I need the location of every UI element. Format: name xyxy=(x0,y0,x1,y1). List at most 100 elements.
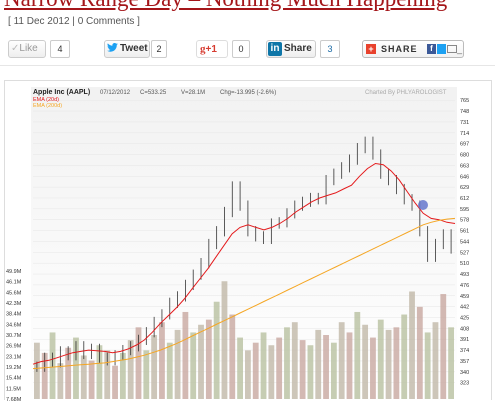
volume-bar xyxy=(198,324,204,399)
tweet-count: 2 xyxy=(151,40,167,58)
volume-bar xyxy=(166,342,173,399)
volume-bar xyxy=(88,360,95,399)
volume-bar xyxy=(213,301,220,399)
like-button[interactable]: ✓Like xyxy=(8,40,46,58)
meta-open-bracket: [ xyxy=(8,16,14,27)
volume-bar xyxy=(119,352,126,399)
price-tick-label: 697 xyxy=(460,142,469,148)
volume-bar xyxy=(276,337,283,399)
volume-bar xyxy=(315,329,322,399)
volume-bar xyxy=(323,335,329,399)
volume-bar xyxy=(190,332,197,399)
volume-bar xyxy=(96,345,103,399)
volume-bar xyxy=(57,363,64,399)
linkedin-share-button[interactable]: in Share xyxy=(266,40,316,58)
price-tick-label: 476 xyxy=(460,283,469,289)
volume-bar xyxy=(41,352,48,399)
volume-bar xyxy=(284,327,290,399)
volume-tick-label: 45.6M xyxy=(6,290,22,296)
volume-bar xyxy=(229,314,236,399)
volume-bar xyxy=(401,314,408,399)
volume-tick-label: 30.7M xyxy=(6,333,22,339)
share-bar: ✓Like 4 Tweet 2 g+1 0 in Share 3 + SHARE … xyxy=(0,38,495,60)
facebook-icon: f xyxy=(427,44,436,54)
volume-bar xyxy=(73,337,79,399)
price-tick-label: 323 xyxy=(460,381,469,387)
price-chart: 765 748 731 714 697 680 663 646 629 612 595 578 561 5… xyxy=(6,87,469,401)
price-axis: 765 748 731 714 697 680 663 646 629 612 595 578 561 5… xyxy=(460,98,469,386)
checkmark-icon: ✓ xyxy=(11,43,20,54)
volume-bar xyxy=(174,329,181,399)
price-tick-label: 391 xyxy=(460,337,469,343)
price-tick-label: 340 xyxy=(460,370,469,376)
volume-bar xyxy=(354,311,361,399)
volume-bar xyxy=(291,322,298,399)
price-tick-label: 731 xyxy=(460,120,469,126)
volume-bar xyxy=(440,294,447,399)
sharethis-plus-icon: + xyxy=(366,44,376,54)
volume-tick-label: 34.6M xyxy=(6,322,22,328)
gplus-button[interactable]: g+1 xyxy=(196,40,228,58)
volume-bar xyxy=(127,340,134,399)
meta-separator: | xyxy=(69,16,78,27)
volume-bar xyxy=(416,306,423,399)
volume-tick-label: 46.1M xyxy=(6,280,22,286)
chart-change: Chg=-13.995 (-2.6%) xyxy=(220,90,276,96)
volume-bar xyxy=(307,345,314,399)
price-tick-label: 680 xyxy=(460,153,469,159)
volume-bar xyxy=(432,322,439,399)
sharethis-button[interactable]: + SHARE f _ xyxy=(362,40,464,58)
price-tick-label: 459 xyxy=(460,294,469,300)
volume-bar xyxy=(260,332,267,399)
comments-link[interactable]: 0 Comments xyxy=(77,16,135,27)
volume-bar xyxy=(221,281,228,399)
volume-bar xyxy=(65,347,72,399)
volume-bar xyxy=(393,327,400,399)
volume-bar xyxy=(299,340,306,399)
volume-tick-label: 23.1M xyxy=(6,354,22,360)
gplus-label: +1 xyxy=(205,44,217,55)
volume-bar xyxy=(252,342,259,399)
volume-axis: 49.9M 46.1M 45.6M 42.3M 38.4M 34.6M 30.7M 26.9M… xyxy=(6,269,22,401)
volume-bar xyxy=(362,324,369,399)
chart-symbol: Apple Inc (AAPL) xyxy=(33,89,90,96)
linkedin-label: Share xyxy=(284,43,312,54)
price-tick-label: 663 xyxy=(460,163,469,169)
current-price-marker xyxy=(418,200,428,210)
price-tick-label: 612 xyxy=(460,196,469,202)
volume-bar xyxy=(143,350,150,399)
ema-200-line xyxy=(32,217,456,370)
volume-bar xyxy=(182,311,189,399)
price-tick-label: 357 xyxy=(460,359,469,365)
volume-bar xyxy=(338,322,345,399)
volume-bar xyxy=(80,355,87,399)
volume-bar xyxy=(237,337,243,399)
volume-tick-label: 38.4M xyxy=(6,312,22,318)
tweet-button[interactable]: Tweet xyxy=(104,40,150,58)
price-tick-label: 425 xyxy=(460,316,469,322)
price-tick-label: 493 xyxy=(460,272,469,278)
price-tick-label: 510 xyxy=(460,261,469,267)
price-tick-label: 408 xyxy=(460,326,469,332)
volume-tick-label: 26.9M xyxy=(6,344,22,350)
price-tick-label: 765 xyxy=(460,98,469,104)
legend-ema-20: EMA (20d) xyxy=(33,97,59,103)
chart-close: C=533.25 xyxy=(140,90,167,96)
price-tick-label: 442 xyxy=(460,305,469,311)
chart-credit: Charted By PHLYAROLOGIST xyxy=(365,90,447,96)
price-tick-label: 544 xyxy=(460,239,469,245)
price-tick-label: 374 xyxy=(460,348,469,354)
volume-tick-label: 7.68M xyxy=(6,397,22,401)
volume-bar xyxy=(268,345,275,399)
volume-bar xyxy=(151,335,158,399)
post-title[interactable]: Narrow Range Day – Nothing Much Happenin… xyxy=(4,0,447,12)
legend-ema-200: EMA (200d) xyxy=(33,103,62,109)
post-meta: [ 11 Dec 2012 | 0 Comments ] xyxy=(8,16,140,27)
volume-bar xyxy=(112,365,118,399)
post-date: 11 Dec 2012 xyxy=(13,16,70,27)
volume-bar xyxy=(409,291,415,399)
like-count: 4 xyxy=(50,40,70,58)
volume-tick-label: 19.2M xyxy=(6,365,22,371)
volume-bar xyxy=(370,337,376,399)
volume-bar xyxy=(330,342,337,399)
